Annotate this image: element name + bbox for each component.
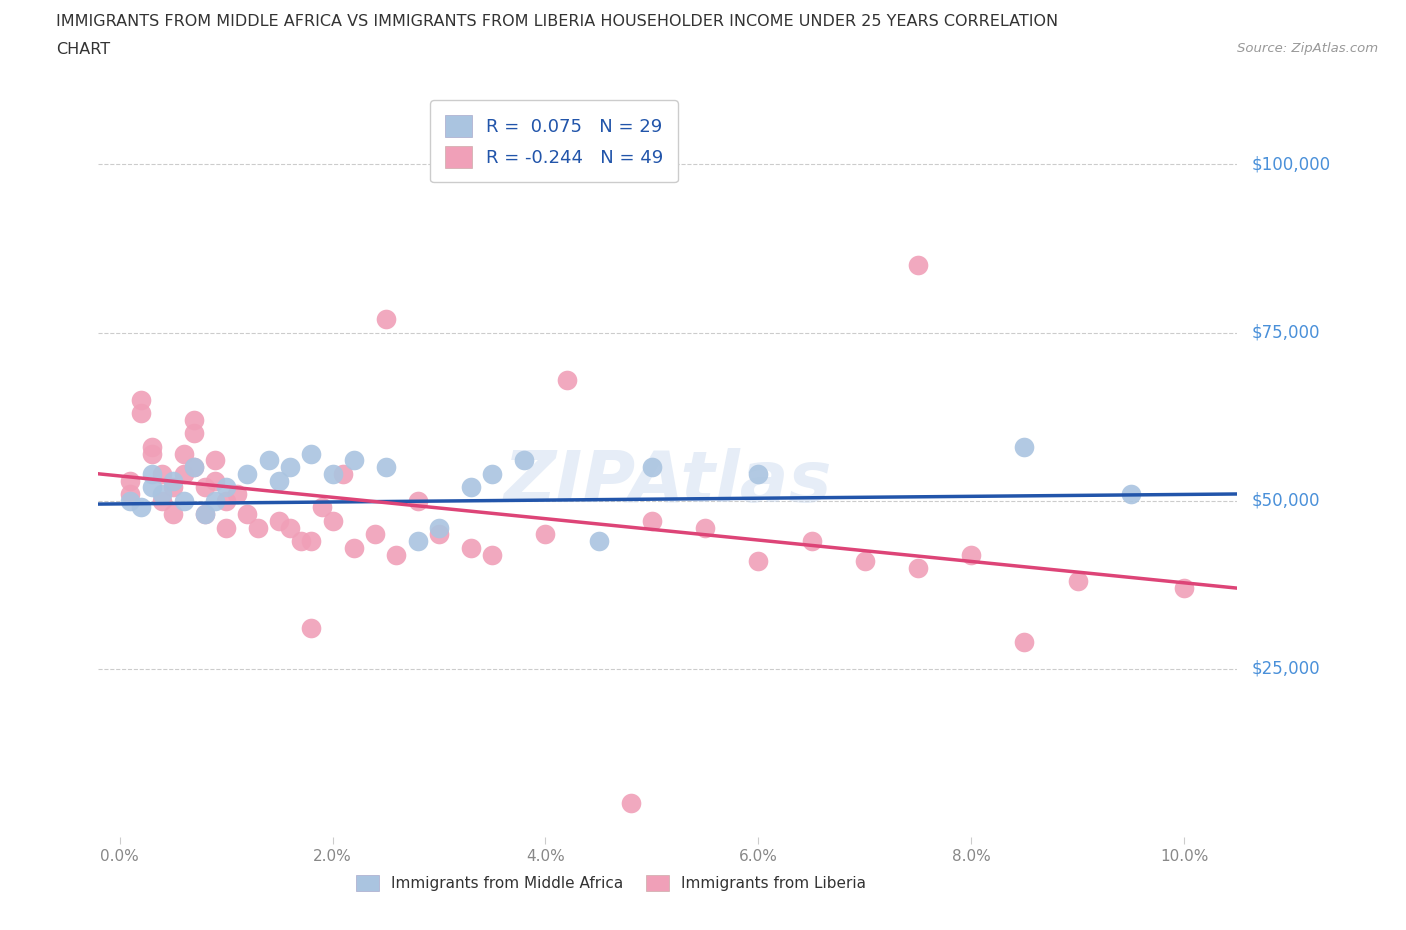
- Point: [120, 473, 142, 488]
- Text: IMMIGRANTS FROM MIDDLE AFRICA VS IMMIGRANTS FROM LIBERIA HOUSEHOLDER INCOME UNDE: IMMIGRANTS FROM MIDDLE AFRICA VS IMMIGRA…: [56, 14, 1059, 29]
- Point: [460, 540, 482, 555]
- Text: $75,000: $75,000: [1251, 324, 1320, 341]
- Point: [150, 493, 173, 508]
- Point: [960, 547, 983, 562]
- Text: $50,000: $50,000: [1251, 492, 1320, 510]
- Point: [853, 553, 876, 568]
- Point: [641, 513, 664, 528]
- Point: [299, 446, 322, 461]
- Point: [299, 534, 322, 549]
- Point: [800, 534, 823, 549]
- Point: [641, 459, 664, 474]
- Point: [215, 493, 238, 508]
- Point: [374, 459, 396, 474]
- Point: [513, 453, 536, 468]
- Point: [129, 405, 152, 420]
- Point: [173, 446, 195, 461]
- Point: [194, 480, 217, 495]
- Point: [427, 527, 450, 542]
- Point: [343, 453, 366, 468]
- Point: [204, 493, 226, 508]
- Point: [204, 473, 226, 488]
- Point: [481, 466, 503, 481]
- Point: [183, 459, 205, 474]
- Point: [311, 500, 333, 515]
- Point: [120, 493, 142, 508]
- Point: [173, 493, 195, 508]
- Point: [204, 453, 226, 468]
- Point: [1066, 574, 1088, 589]
- Point: [1014, 440, 1036, 455]
- Text: $25,000: $25,000: [1251, 660, 1320, 678]
- Point: [141, 440, 163, 455]
- Point: [129, 392, 152, 407]
- Point: [747, 553, 769, 568]
- Point: [374, 312, 396, 326]
- Point: [364, 527, 387, 542]
- Point: [225, 486, 247, 501]
- Point: [141, 466, 163, 481]
- Point: [236, 466, 259, 481]
- Point: [215, 520, 238, 535]
- Point: [269, 513, 291, 528]
- Point: [215, 480, 238, 495]
- Point: [150, 486, 173, 501]
- Point: [162, 507, 184, 522]
- Text: $100,000: $100,000: [1251, 155, 1330, 173]
- Point: [385, 547, 408, 562]
- Point: [150, 466, 173, 481]
- Point: [481, 547, 503, 562]
- Point: [183, 413, 205, 428]
- Point: [693, 520, 716, 535]
- Point: [332, 466, 354, 481]
- Point: [162, 473, 184, 488]
- Point: [427, 520, 450, 535]
- Text: ZIPAtlas: ZIPAtlas: [503, 448, 832, 517]
- Point: [173, 466, 195, 481]
- Point: [278, 459, 301, 474]
- Point: [183, 426, 205, 441]
- Point: [278, 520, 301, 535]
- Point: [269, 473, 291, 488]
- Point: [194, 507, 217, 522]
- Point: [257, 453, 280, 468]
- Point: [299, 621, 322, 636]
- Point: [236, 507, 259, 522]
- Point: [460, 480, 482, 495]
- Point: [183, 459, 205, 474]
- Point: [588, 534, 610, 549]
- Point: [162, 480, 184, 495]
- Point: [747, 466, 769, 481]
- Point: [322, 466, 344, 481]
- Point: [343, 540, 366, 555]
- Text: Source: ZipAtlas.com: Source: ZipAtlas.com: [1237, 42, 1378, 55]
- Point: [141, 480, 163, 495]
- Point: [406, 493, 429, 508]
- Point: [290, 534, 312, 549]
- Point: [907, 258, 929, 272]
- Point: [907, 561, 929, 576]
- Point: [120, 486, 142, 501]
- Point: [534, 527, 557, 542]
- Text: CHART: CHART: [56, 42, 110, 57]
- Point: [247, 520, 270, 535]
- Point: [1014, 634, 1036, 649]
- Point: [129, 500, 152, 515]
- Point: [555, 372, 578, 387]
- Point: [1119, 486, 1142, 501]
- Point: [141, 446, 163, 461]
- Point: [1173, 580, 1195, 595]
- Point: [194, 507, 217, 522]
- Point: [322, 513, 344, 528]
- Point: [406, 534, 429, 549]
- Legend: Immigrants from Middle Africa, Immigrants from Liberia: Immigrants from Middle Africa, Immigrant…: [350, 869, 872, 897]
- Point: [620, 796, 643, 811]
